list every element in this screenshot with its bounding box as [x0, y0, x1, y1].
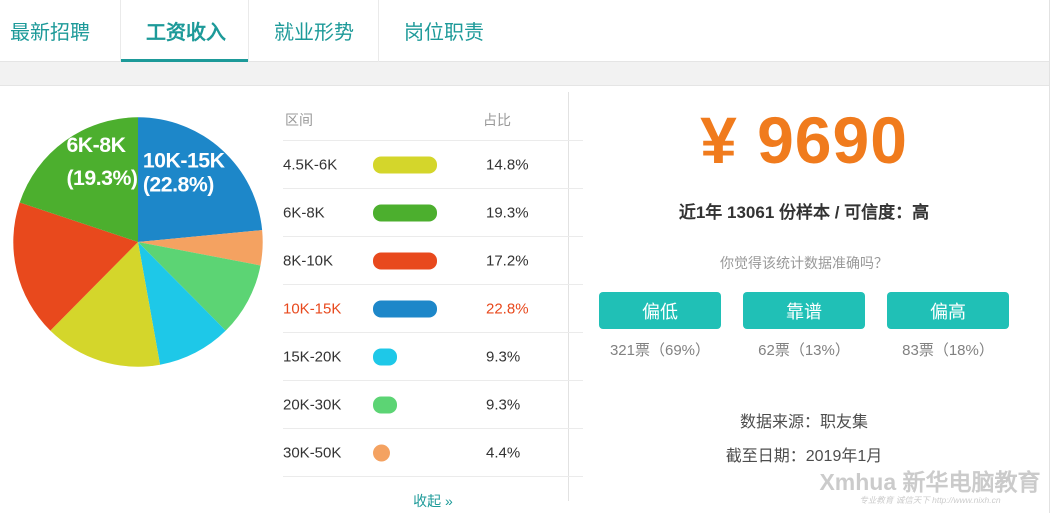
svg-text:Xmhua 新华电脑教育: Xmhua 新华电脑教育 — [819, 469, 1040, 495]
svg-text:(22.8%): (22.8%) — [143, 173, 214, 197]
svg-text:(19.3%): (19.3%) — [66, 166, 137, 190]
svg-text:6K-8K: 6K-8K — [66, 133, 126, 157]
svg-text:专业教育 诚信天下 http://www.nixh.cn: 专业教育 诚信天下 http://www.nixh.cn — [859, 495, 1000, 505]
svg-text:10K-15K: 10K-15K — [143, 149, 226, 173]
